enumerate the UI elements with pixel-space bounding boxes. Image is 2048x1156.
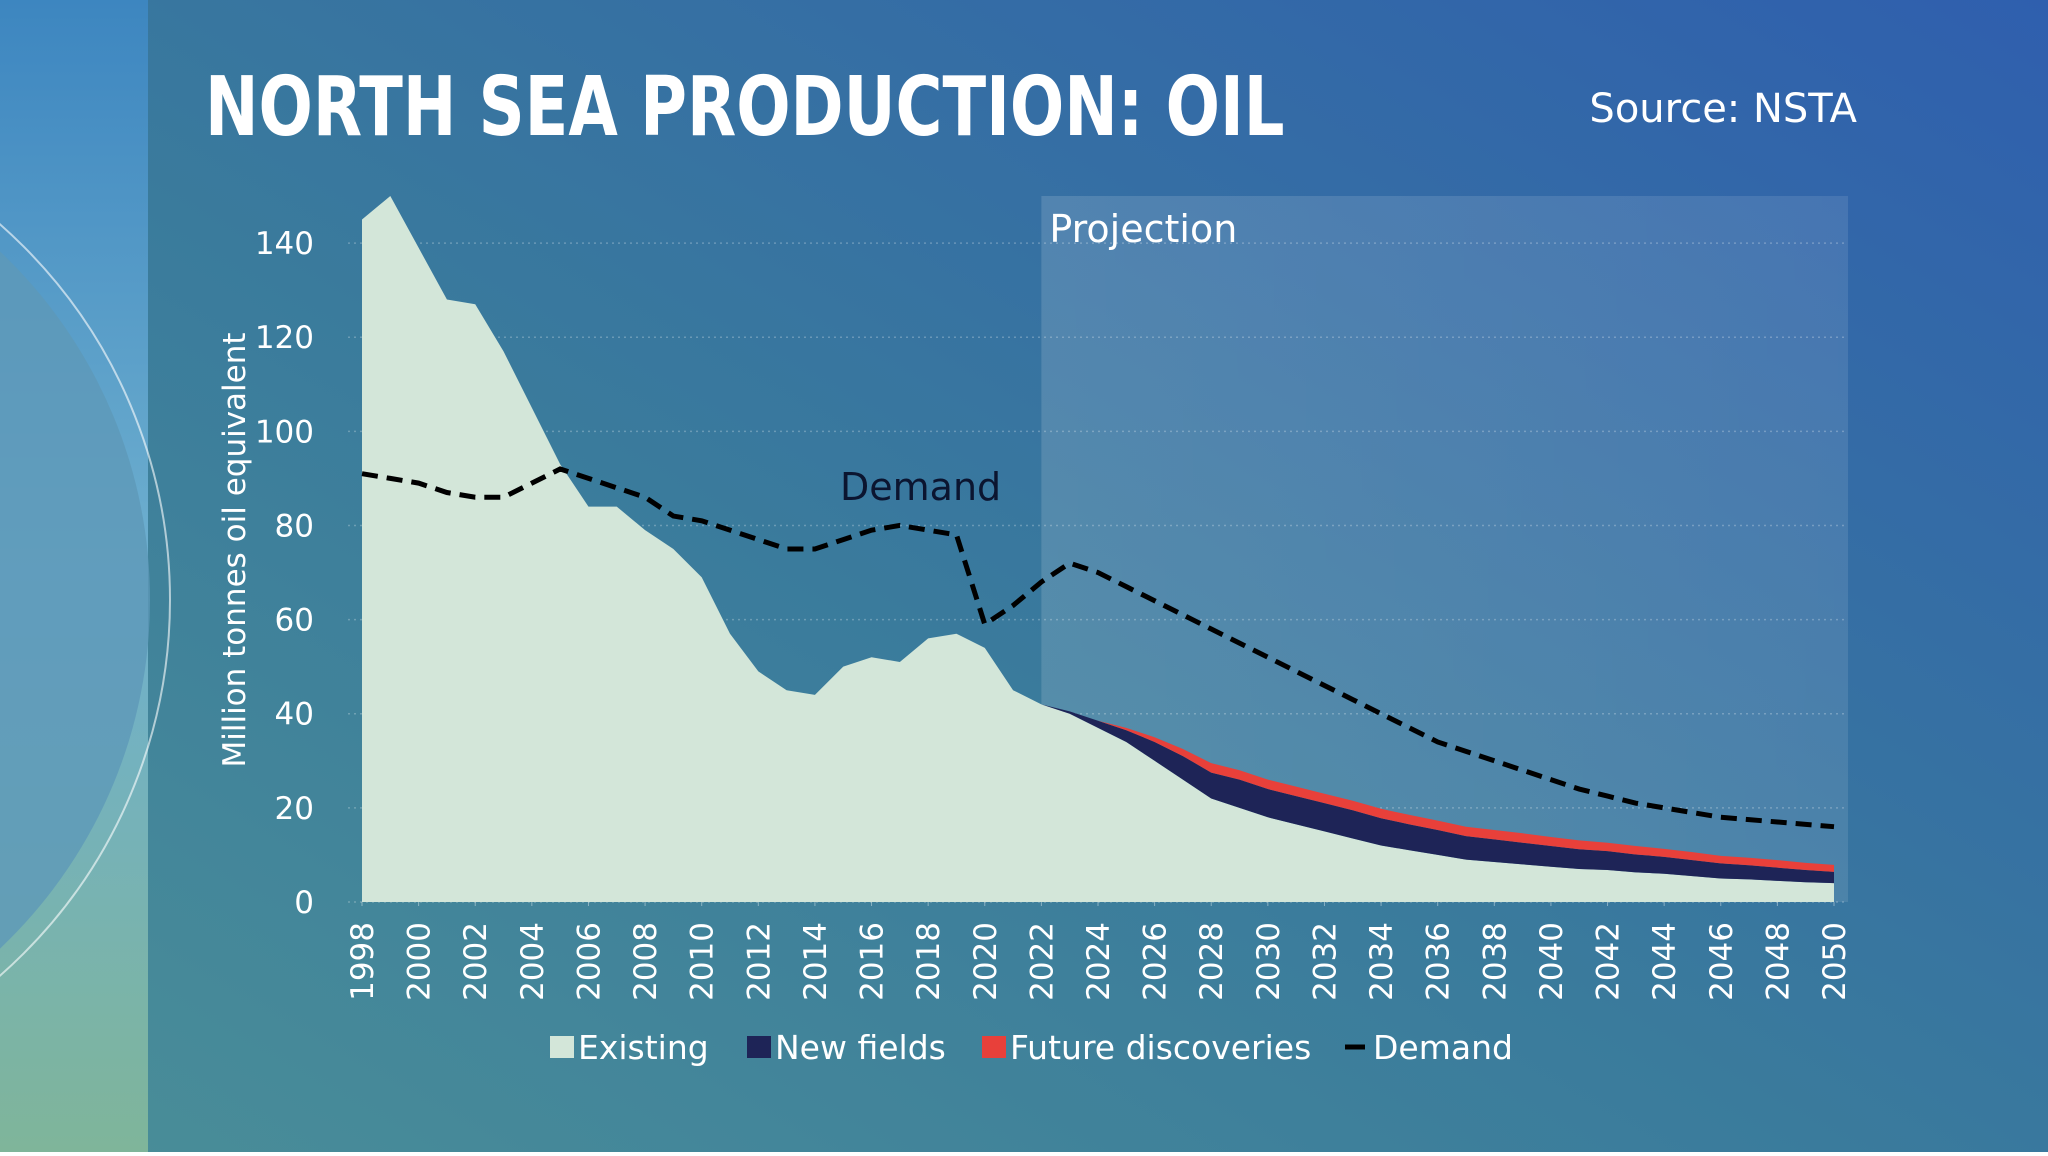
projection-label: Projection <box>1049 207 1237 251</box>
x-tick-label: 2032 <box>1307 922 1343 1001</box>
x-tick-label: 2012 <box>741 922 777 1001</box>
y-tick-label: 120 <box>255 320 314 356</box>
x-tick-label: 2034 <box>1364 922 1400 1001</box>
x-tick-label: 2030 <box>1251 922 1287 1001</box>
chart-title: NORTH SEA PRODUCTION: OIL <box>205 60 1285 155</box>
x-tick-label: 2010 <box>685 922 721 1001</box>
x-tick-label: 2004 <box>515 922 551 1001</box>
x-tick-label: 2024 <box>1081 922 1117 1001</box>
legend-swatch <box>747 1036 771 1058</box>
legend-label: Demand <box>1373 1028 1513 1067</box>
x-tick-label: 2040 <box>1534 922 1570 1001</box>
legend-label: New fields <box>775 1028 946 1067</box>
y-tick-label: 40 <box>275 697 314 733</box>
x-tick-label: 2014 <box>798 922 834 1001</box>
x-tick-label: 1998 <box>345 922 381 1001</box>
y-axis-label: Million tonnes oil equivalent <box>217 332 253 767</box>
x-tick-label: 2038 <box>1477 922 1513 1001</box>
y-tick-label: 80 <box>275 508 314 544</box>
legend-label: Future discoveries <box>1010 1028 1311 1067</box>
x-tick-label: 2008 <box>628 922 664 1001</box>
y-tick-label: 140 <box>255 226 314 262</box>
legend-label: Existing <box>578 1028 709 1067</box>
x-tick-label: 2048 <box>1760 922 1796 1001</box>
globe <box>0 251 150 949</box>
legend-swatch <box>550 1036 574 1058</box>
x-tick-label: 2044 <box>1647 922 1683 1001</box>
area <box>362 196 1834 902</box>
y-tick-label: 100 <box>255 414 314 450</box>
x-tick-label: 2042 <box>1591 922 1627 1001</box>
x-tick-label: 2016 <box>855 922 891 1001</box>
x-tick-label: 2018 <box>911 922 947 1001</box>
x-tick-label: 2046 <box>1704 922 1740 1001</box>
globe-ring <box>0 223 171 977</box>
x-tick-label: 2000 <box>402 922 438 1001</box>
x-tick-label: 2028 <box>1194 922 1230 1001</box>
x-tick-label: 2050 <box>1817 922 1853 1001</box>
demand-label: Demand <box>840 465 1001 509</box>
x-tick-label: 2036 <box>1421 922 1457 1001</box>
y-tick-label: 0 <box>294 885 314 921</box>
y-tick-label: 20 <box>275 791 314 827</box>
x-tick-label: 2002 <box>458 922 494 1001</box>
source: Source: NSTA <box>1589 86 1857 132</box>
demand-line <box>361 466 1835 830</box>
legend-swatch <box>982 1036 1006 1058</box>
x-tick-label: 2022 <box>1024 922 1060 1001</box>
x-tick-label: 2020 <box>968 922 1004 1001</box>
y-tick-label: 60 <box>275 603 314 639</box>
x-tick-label: 2026 <box>1138 922 1174 1001</box>
x-tick-label: 2006 <box>571 922 607 1001</box>
